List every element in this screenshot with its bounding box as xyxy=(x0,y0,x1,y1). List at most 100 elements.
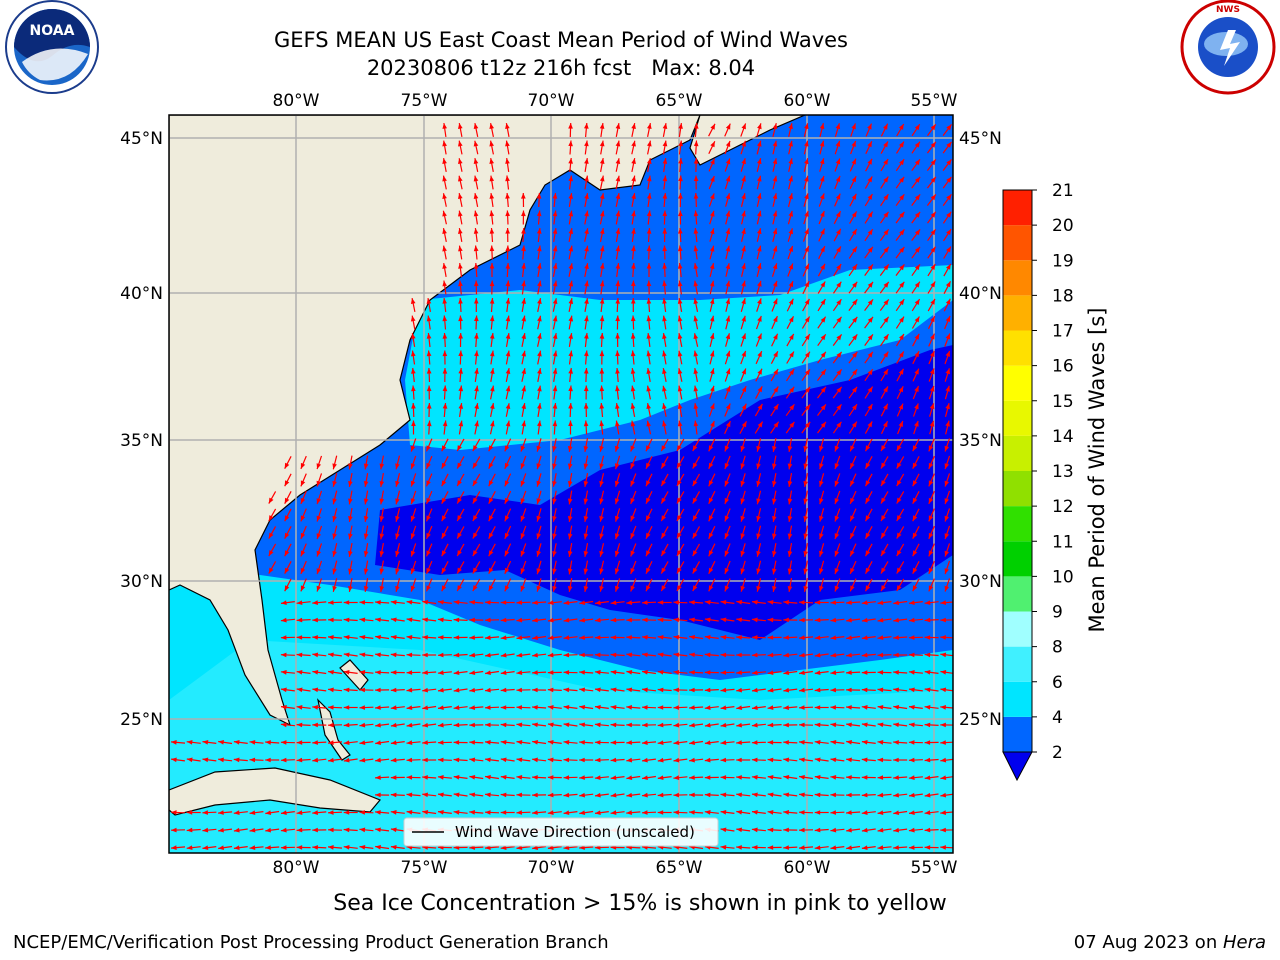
wave-arrow-head xyxy=(469,810,475,815)
wave-arrow-head xyxy=(676,515,682,522)
wave-arrow-head xyxy=(788,298,794,305)
wave-arrow-head xyxy=(852,264,858,271)
wave-arrow-head xyxy=(940,827,946,833)
wave-arrow-head xyxy=(899,281,905,288)
wave-arrow-head xyxy=(725,141,731,147)
wave-arrow-head xyxy=(485,635,491,640)
wave-arrow-head xyxy=(783,845,789,850)
wave-arrow-head xyxy=(410,515,416,522)
footer-host: Hera xyxy=(1222,932,1266,953)
wave-arrow-head xyxy=(630,550,635,557)
wave-arrow-head xyxy=(390,617,397,623)
wave-arrow-head xyxy=(646,403,651,409)
wave-arrow-head xyxy=(946,229,952,235)
wave-arrow-head xyxy=(646,315,652,322)
wave-arrow-head xyxy=(772,123,778,130)
wave-arrow-head xyxy=(422,687,428,693)
wave-arrow-head xyxy=(740,568,745,575)
wave-arrow-head xyxy=(709,298,715,305)
wave-arrow-head xyxy=(457,567,462,574)
wave-arrow-head xyxy=(363,586,369,592)
wave-arrow-head xyxy=(375,827,381,833)
wave-arrow-head xyxy=(805,421,811,428)
wave-arrow-head xyxy=(332,568,337,575)
wave-arrow-head xyxy=(912,532,918,539)
wave-arrow-head xyxy=(673,705,679,710)
wave-arrow-head xyxy=(834,515,840,522)
wave-arrow-head xyxy=(898,421,903,427)
wave-arrow-head xyxy=(940,740,946,745)
wave-arrow-head xyxy=(914,264,920,271)
wave-arrow-head xyxy=(520,445,526,452)
wave-arrow-head xyxy=(708,567,714,574)
wave-arrow-head xyxy=(390,845,397,850)
wave-arrow-head xyxy=(552,228,558,234)
colorbar-segment xyxy=(1003,646,1032,682)
wave-arrow-head xyxy=(908,845,915,850)
wave-arrow-head xyxy=(532,792,538,798)
wave-arrow-head xyxy=(896,585,902,592)
wave-arrow-head xyxy=(757,315,762,322)
wave-arrow-head xyxy=(422,617,428,623)
wave-arrow-head xyxy=(348,586,353,592)
wave-arrow-head xyxy=(804,210,809,217)
wave-arrow-head xyxy=(579,775,585,780)
wave-arrow-head xyxy=(505,245,511,252)
lat-label: 40°N xyxy=(120,284,163,304)
wave-arrow-head xyxy=(458,210,463,217)
wave-arrow-head xyxy=(893,652,899,658)
wave-arrow-head xyxy=(861,652,868,658)
wave-arrow-head xyxy=(500,740,507,745)
wave-arrow-head xyxy=(756,480,761,487)
wave-arrow-head xyxy=(678,140,683,147)
wave-arrow-head xyxy=(883,264,889,271)
lat-label: 25°N xyxy=(959,710,1002,730)
wave-arrow-head xyxy=(249,845,256,850)
wave-arrow-head xyxy=(657,635,664,640)
wave-arrow-head xyxy=(928,567,934,574)
wave-arrow-head xyxy=(898,351,904,358)
wave-arrow-head xyxy=(505,228,510,234)
wave-arrow-head xyxy=(552,350,558,357)
wave-arrow-head xyxy=(458,280,463,287)
wave-arrow-head xyxy=(692,550,698,557)
wave-arrow-head xyxy=(799,617,805,623)
wave-arrow-head xyxy=(724,445,730,452)
wave-arrow-head xyxy=(661,567,666,574)
wave-arrow-head xyxy=(757,228,762,235)
wave-arrow-head xyxy=(752,705,758,710)
wave-arrow-head xyxy=(474,420,479,427)
wave-arrow-head xyxy=(851,141,856,147)
wave-arrow-head xyxy=(830,845,837,850)
wave-arrow-head xyxy=(736,740,742,745)
wave-arrow-head xyxy=(422,810,429,815)
wave-arrow-head xyxy=(599,140,605,147)
wave-arrow-head xyxy=(284,480,290,487)
wave-arrow-head xyxy=(846,652,852,658)
wave-arrow-head xyxy=(312,617,318,623)
wave-arrow-head xyxy=(946,211,952,218)
wave-arrow-head xyxy=(489,193,495,199)
colorbar-tick-label: 6 xyxy=(1052,673,1063,693)
wave-arrow-head xyxy=(724,480,730,487)
wave-arrow-head xyxy=(390,757,397,763)
wave-arrow-head xyxy=(300,515,306,522)
colorbar-segment xyxy=(1003,225,1032,261)
wave-arrow-head xyxy=(736,600,743,605)
wave-arrow-head xyxy=(457,515,462,522)
wave-arrow-head xyxy=(867,386,873,393)
wave-arrow-head xyxy=(348,498,353,505)
chart-title-line2: 20230806 t12z 216h fcst Max: 8.04 xyxy=(366,56,756,80)
wave-arrow-head xyxy=(646,175,652,182)
wave-arrow-head xyxy=(819,445,824,452)
wave-arrow-head xyxy=(375,792,381,798)
wave-arrow-head xyxy=(676,550,682,557)
wave-arrow-head xyxy=(458,420,464,427)
lon-label: 80°W xyxy=(273,858,320,878)
wave-arrow-head xyxy=(579,600,586,605)
wave-arrow-head xyxy=(830,740,837,745)
wave-arrow-head xyxy=(583,446,589,452)
wave-arrow-head xyxy=(437,775,444,780)
wave-arrow-head xyxy=(631,175,636,182)
wave-arrow-head xyxy=(281,705,287,710)
